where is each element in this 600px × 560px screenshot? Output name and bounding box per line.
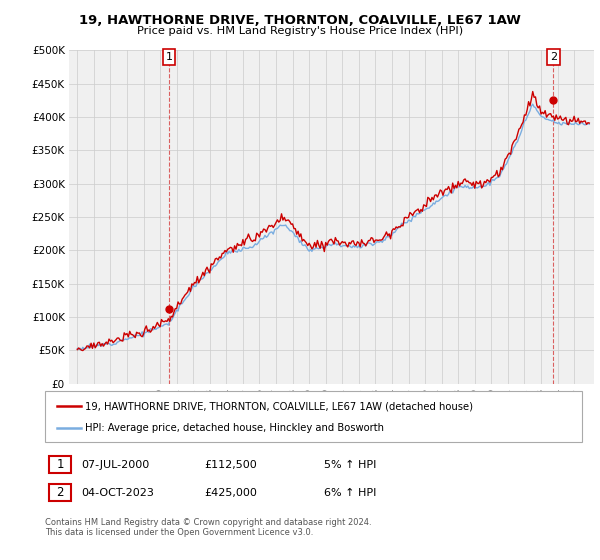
Text: 1: 1: [166, 52, 173, 62]
Text: 19, HAWTHORNE DRIVE, THORNTON, COALVILLE, LE67 1AW: 19, HAWTHORNE DRIVE, THORNTON, COALVILLE…: [79, 14, 521, 27]
Text: 5% ↑ HPI: 5% ↑ HPI: [324, 460, 376, 470]
Text: HPI: Average price, detached house, Hinckley and Bosworth: HPI: Average price, detached house, Hinc…: [85, 423, 384, 433]
Text: Price paid vs. HM Land Registry's House Price Index (HPI): Price paid vs. HM Land Registry's House …: [137, 26, 463, 36]
Text: 2: 2: [550, 52, 557, 62]
Text: 6% ↑ HPI: 6% ↑ HPI: [324, 488, 376, 498]
Text: Contains HM Land Registry data © Crown copyright and database right 2024.
This d: Contains HM Land Registry data © Crown c…: [45, 518, 371, 538]
Text: 1: 1: [56, 458, 64, 472]
Text: 04-OCT-2023: 04-OCT-2023: [81, 488, 154, 498]
Text: 19, HAWTHORNE DRIVE, THORNTON, COALVILLE, LE67 1AW (detached house): 19, HAWTHORNE DRIVE, THORNTON, COALVILLE…: [85, 402, 473, 412]
Text: £112,500: £112,500: [204, 460, 257, 470]
Text: 2: 2: [56, 486, 64, 500]
Text: 07-JUL-2000: 07-JUL-2000: [81, 460, 149, 470]
Text: £425,000: £425,000: [204, 488, 257, 498]
